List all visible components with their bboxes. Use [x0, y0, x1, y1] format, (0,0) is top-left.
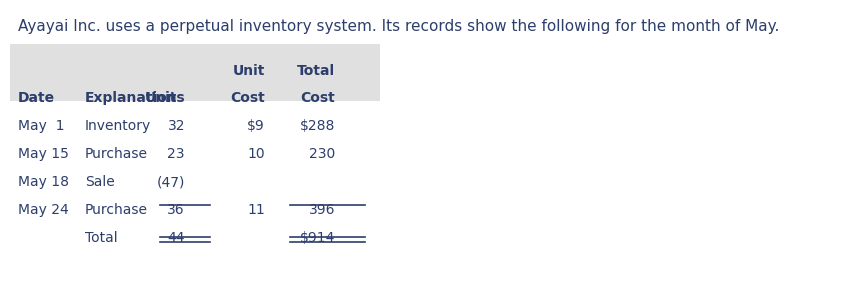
Text: $9: $9: [247, 119, 265, 133]
Text: (47): (47): [157, 175, 185, 189]
Text: Units: Units: [145, 91, 185, 105]
Text: May 18: May 18: [18, 175, 69, 189]
Text: Sale: Sale: [85, 175, 114, 189]
Text: Total: Total: [297, 64, 335, 78]
Text: 11: 11: [247, 203, 265, 217]
Text: Cost: Cost: [300, 91, 335, 105]
Text: May 24: May 24: [18, 203, 68, 217]
Text: Date: Date: [18, 91, 55, 105]
Text: 32: 32: [167, 119, 185, 133]
Text: Purchase: Purchase: [85, 147, 148, 161]
Text: $914: $914: [300, 231, 335, 245]
Text: 36: 36: [167, 203, 185, 217]
Text: May 15: May 15: [18, 147, 68, 161]
Text: Cost: Cost: [231, 91, 265, 105]
Text: 44: 44: [167, 231, 185, 245]
Text: $288: $288: [300, 119, 335, 133]
Text: Inventory: Inventory: [85, 119, 151, 133]
Text: 230: 230: [309, 147, 335, 161]
Text: May  1: May 1: [18, 119, 64, 133]
Text: Total: Total: [85, 231, 118, 245]
Text: Explanation: Explanation: [85, 91, 178, 105]
Text: Ayayai Inc. uses a perpetual inventory system. Its records show the following fo: Ayayai Inc. uses a perpetual inventory s…: [18, 19, 779, 34]
Text: 10: 10: [247, 147, 265, 161]
Text: 396: 396: [309, 203, 335, 217]
Bar: [10, 44, 380, 101]
Text: 23: 23: [167, 147, 185, 161]
Text: Purchase: Purchase: [85, 203, 148, 217]
Text: Unit: Unit: [232, 64, 265, 78]
